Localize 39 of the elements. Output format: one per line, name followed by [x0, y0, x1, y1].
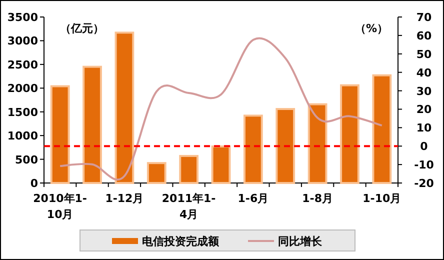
bar [276, 108, 296, 184]
y-tick-label: 3500 [7, 11, 38, 24]
y2-tick-label: 60 [416, 29, 432, 42]
bar [243, 114, 263, 184]
x-tick-label: 1-8月 [302, 192, 333, 205]
bar [146, 162, 166, 184]
y-tick-label: 500 [15, 153, 38, 166]
bar [50, 85, 70, 184]
bar [308, 103, 328, 184]
y-tick-label: 0 [30, 177, 38, 190]
bar [372, 74, 392, 184]
y2-tick-label: 30 [416, 84, 432, 98]
bar [114, 32, 134, 184]
bar [179, 154, 199, 184]
bar [211, 145, 231, 184]
y2-tick-label: 40 [416, 66, 432, 80]
legend-label: 同比增长 [278, 235, 323, 248]
y2-tick-label: 50 [416, 48, 432, 61]
y2-axis-title: （%） [354, 22, 388, 35]
y2-tick-label: 70 [416, 11, 432, 24]
x-tick-label: 1-6月 [238, 192, 269, 205]
x-tick-label: 2010年1-10月 [33, 192, 88, 221]
x-tick-label: 1-12月 [105, 192, 144, 205]
bar [340, 84, 360, 184]
y-tick-label: 2000 [7, 82, 38, 96]
y-tick-label: 1500 [7, 106, 38, 119]
y-tick-label: 3000 [7, 34, 38, 48]
y2-tick-label: -20 [414, 177, 434, 190]
x-tick-label: 1-10月 [362, 192, 402, 205]
y-tick-label: 2500 [7, 58, 38, 72]
y2-tick-label: 0 [420, 140, 428, 154]
y2-tick-label: 10 [416, 122, 432, 135]
y-tick-label: 1000 [7, 130, 38, 143]
legend-label: 电信投资完成额 [142, 235, 220, 248]
x-tick-label: 2011年1-4月 [162, 192, 216, 221]
y2-tick-label: 20 [416, 103, 432, 116]
bar [82, 66, 102, 184]
y2-tick-label: -10 [414, 158, 434, 172]
y-axis-title: （亿元） [60, 22, 104, 35]
